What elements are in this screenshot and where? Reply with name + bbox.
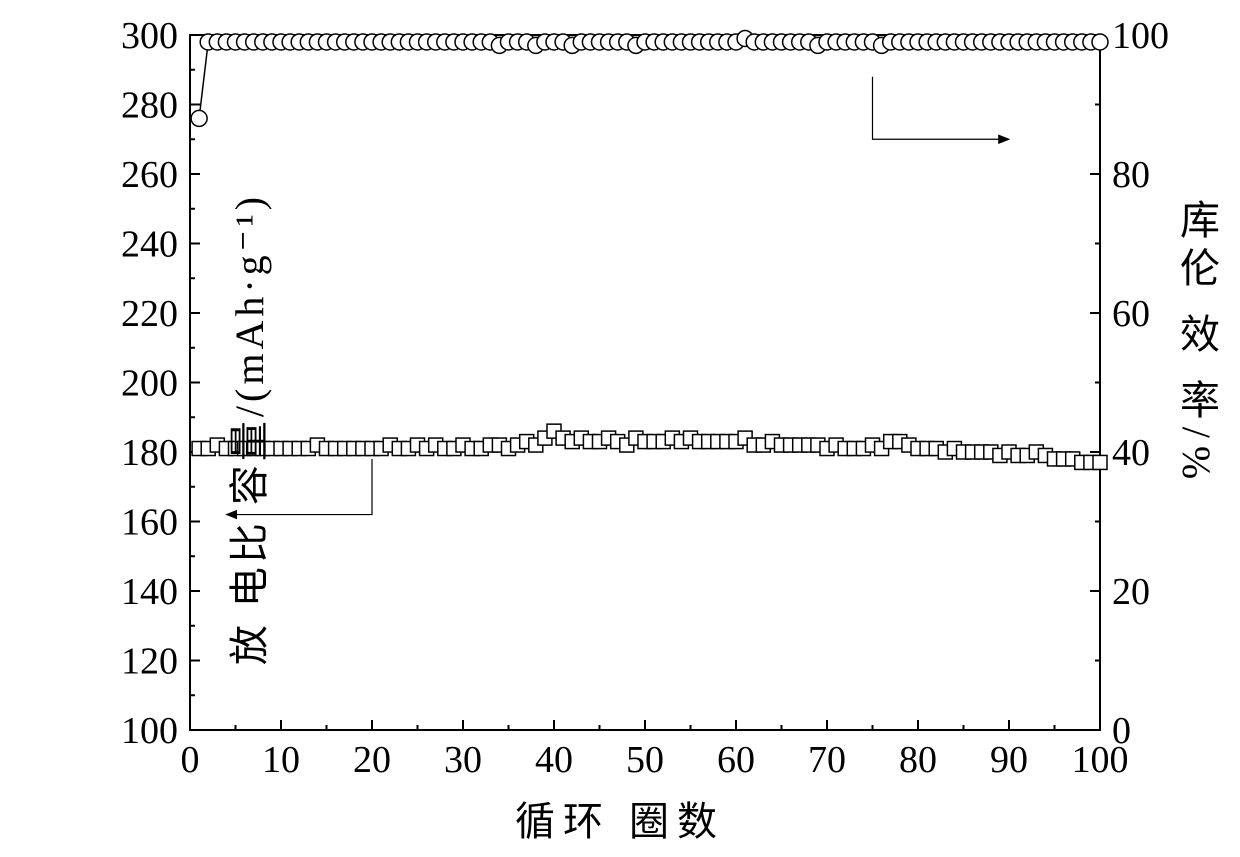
x-tick-label: 30 — [444, 739, 482, 781]
marker-circle — [191, 110, 207, 126]
x-tick-label: 10 — [262, 739, 300, 781]
yl-tick-label: 140 — [121, 571, 178, 613]
chart-root: 0102030405060708090100100120140160180200… — [0, 0, 1240, 857]
yr-tick-label: 100 — [1112, 15, 1169, 57]
yr-tick-label: 80 — [1112, 154, 1150, 196]
yl-tick-label: 260 — [121, 154, 178, 196]
y-left-label: 放 电比 容量/(mAh·g⁻¹) — [217, 192, 275, 664]
marker-circle — [1092, 34, 1108, 50]
yr-tick-label: 40 — [1112, 432, 1150, 474]
annotation-arrow — [873, 77, 1010, 140]
x-tick-label: 90 — [990, 739, 1028, 781]
yl-tick-label: 280 — [121, 85, 178, 127]
chart-svg: 0102030405060708090100100120140160180200… — [0, 0, 1240, 857]
marker-square — [1093, 455, 1107, 469]
yl-tick-label: 200 — [121, 363, 178, 405]
yl-tick-label: 180 — [121, 432, 178, 474]
x-tick-label: 20 — [353, 739, 391, 781]
x-tick-label: 0 — [181, 739, 200, 781]
x-tick-label: 40 — [535, 739, 573, 781]
x-tick-label: 60 — [717, 739, 755, 781]
yr-tick-label: 60 — [1112, 293, 1150, 335]
yr-tick-label: 20 — [1112, 571, 1150, 613]
x-tick-label: 70 — [808, 739, 846, 781]
yl-tick-label: 220 — [121, 293, 178, 335]
yl-tick-label: 160 — [121, 502, 178, 544]
x-label: 循环 圈数 — [515, 789, 725, 847]
yl-tick-label: 240 — [121, 224, 178, 266]
yl-tick-label: 120 — [121, 641, 178, 683]
x-tick-label: 50 — [626, 739, 664, 781]
y-right-label: 库伦 效 率/% — [1167, 199, 1225, 487]
yl-tick-label: 300 — [121, 15, 178, 57]
yr-tick-label: 0 — [1112, 710, 1131, 752]
x-tick-label: 80 — [899, 739, 937, 781]
yl-tick-label: 100 — [121, 710, 178, 752]
